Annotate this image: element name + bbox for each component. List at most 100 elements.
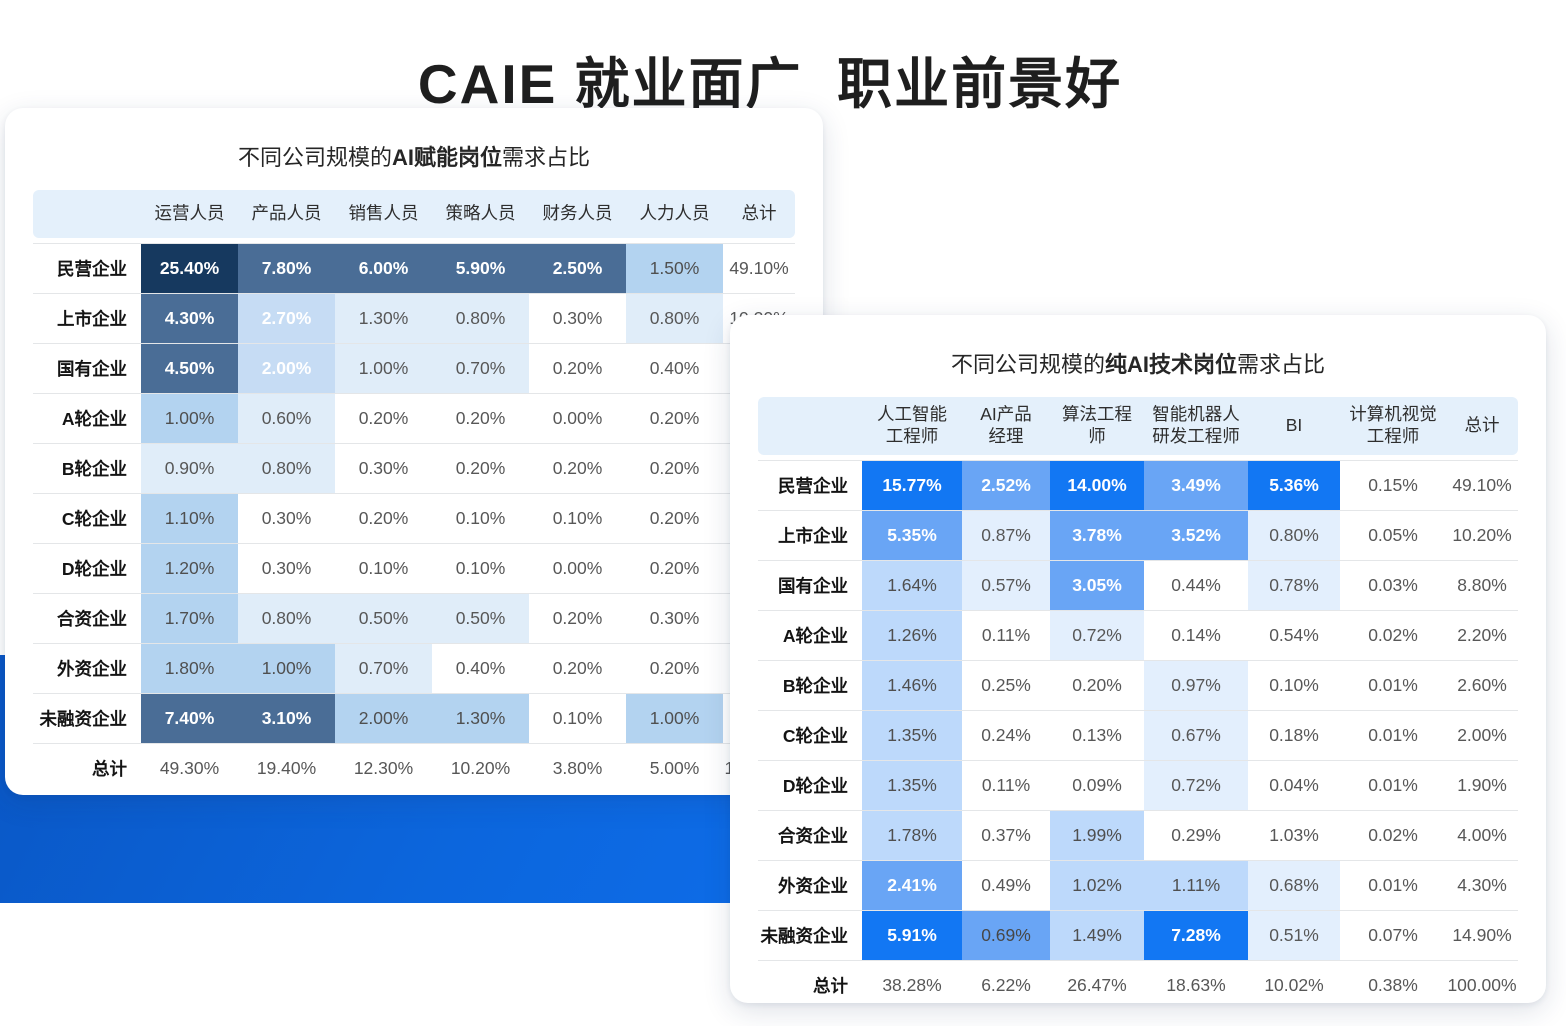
table-cell: 0.20% [649,658,700,678]
table-cell: 1.00% [238,644,335,693]
total-cell: 6.22% [981,975,1031,995]
table-cell: 5.90% [432,244,529,293]
column-header: BI [1285,415,1303,436]
table-title: 不同公司规模的AI赋能岗位需求占比 [237,145,591,170]
table-row: D轮企业 1.35% 0.11% 0.09% 0.72% 0.04% 0.01% 1.90% [758,760,1518,810]
table-cell: 0.57% [962,561,1050,610]
row-label: A轮企业 [782,626,848,646]
column-header: AI产品 经理 [980,404,1032,446]
column-header: 销售人员 [348,203,419,224]
table-cell: 0.02% [1368,625,1418,645]
table-cell: 0.20% [358,408,409,428]
table-cell: 2.20% [1457,625,1507,645]
column-header: 财务人员 [542,203,613,224]
row-label: 国有企业 [778,576,848,596]
table-cell: 0.01% [1368,775,1418,795]
table-cell: 0.40% [649,358,700,378]
table-cell: 0.03% [1368,575,1418,595]
table-cell: 0.09% [1072,775,1122,795]
table-cell: 1.90% [1457,775,1507,795]
table-row: A轮企业 1.26% 0.11% 0.72% 0.14% 0.54% 0.02% 2.20% [758,610,1518,660]
row-label: 民营企业 [57,259,127,279]
table-cell: 2.52% [962,461,1050,510]
row-label: 上市企业 [57,309,127,329]
table-cell: 0.14% [1171,625,1221,645]
table-cell: 14.00% [1050,461,1144,510]
table-cell: 8.80% [1457,575,1507,595]
table-cell: 0.01% [1368,725,1418,745]
table-cell: 1.70% [141,594,238,643]
table-cell: 0.20% [552,658,603,678]
table-cell: 1.30% [432,694,529,743]
table-cell: 0.10% [358,558,409,578]
table-cell: 0.51% [1248,911,1340,960]
total-cell: 38.28% [882,975,942,995]
table-cell: 0.20% [649,558,700,578]
table-cell: 6.00% [335,244,432,293]
total-cell: 0.38% [1368,975,1418,995]
row-label: A轮企业 [61,409,127,429]
total-cell: 26.47% [1067,975,1127,995]
table-cell: 0.37% [981,825,1031,845]
table-cell: 0.01% [1368,675,1418,695]
table-cell: 7.28% [1144,911,1248,960]
table-cell: 0.50% [335,594,432,643]
table-cell: 0.13% [1072,725,1122,745]
table-cell: 1.00% [335,344,432,393]
table-cell: 3.78% [1050,511,1144,560]
card-ai-enabled-jobs: 不同公司规模的AI赋能岗位需求占比 运营人员 产品人员 销售人员 策略人员 财务人员 人力… [5,108,823,795]
table-cell: 49.10% [729,258,789,278]
table-cell: 1.49% [1050,911,1144,960]
column-header: 总计 [741,203,777,224]
row-label: 民营企业 [778,476,848,496]
table-cell: 0.25% [981,675,1031,695]
table-cell: 1.11% [1144,861,1248,910]
table-row: 未融资企业 5.91% 0.69% 1.49% 7.28% 0.51% 0.07% 14.90… [758,910,1518,960]
row-label: 合资企业 [57,609,127,629]
table-cell: 0.78% [1248,561,1340,610]
table-cell: 4.00% [1457,825,1507,845]
total-cell: 18.63% [1166,975,1226,995]
table-cell: 0.44% [1171,575,1221,595]
table-cell: 1.64% [862,561,962,610]
row-label: 国有企业 [57,359,127,379]
table-cell: 0.30% [649,608,700,628]
table-cell: 0.18% [1269,725,1319,745]
table-cell: 0.80% [238,444,335,493]
total-cell: 19.40% [256,758,317,778]
table-cell: 2.00% [335,694,432,743]
table-cell: 0.20% [1072,675,1122,695]
table-cell: 2.50% [529,244,626,293]
table-cell: 0.10% [455,558,506,578]
table-cell: 0.20% [649,458,700,478]
table-cell: 0.15% [1368,475,1418,495]
total-row-label: 总计 [92,759,127,779]
table-row: 国有企业 1.64% 0.57% 3.05% 0.44% 0.78% 0.03% 8.80% [758,560,1518,610]
table-cell: 4.30% [1457,875,1507,895]
table-row: 上市企业 5.35% 0.87% 3.78% 3.52% 0.80% 0.05% 10.20% [758,510,1518,560]
total-cell: 12.30% [353,758,414,778]
table-cell: 0.70% [432,344,529,393]
table-title: 不同公司规模的纯AI技术岗位需求占比 [950,352,1326,377]
table-cell: 0.80% [432,294,529,343]
table-cell: 15.77% [862,461,962,510]
table-cell: 0.29% [1171,825,1221,845]
table-cell: 0.10% [552,508,603,528]
table-cell: 5.36% [1248,461,1340,510]
table-cell: 0.20% [455,458,506,478]
row-label: C轮企业 [782,726,848,746]
total-row: 总计 38.28% 6.22% 26.47% 18.63% 10.02% 0.38% 100.… [758,960,1518,1010]
table-cell: 1.20% [141,544,238,593]
heatmap-table-ai-enabled: 运营人员 产品人员 销售人员 策略人员 财务人员 人力人员 总计 民营企业 25.40% 7.80… [33,190,795,793]
total-cell: 5.00% [649,758,700,778]
table-cell: 0.72% [1050,611,1144,660]
table-cell: 0.24% [981,725,1031,745]
column-header: 总计 [1464,415,1500,436]
table-cell: 1.03% [1269,825,1319,845]
table-cell: 2.00% [1457,725,1507,745]
table-cell: 3.52% [1144,511,1248,560]
table-cell: 2.41% [862,861,962,910]
